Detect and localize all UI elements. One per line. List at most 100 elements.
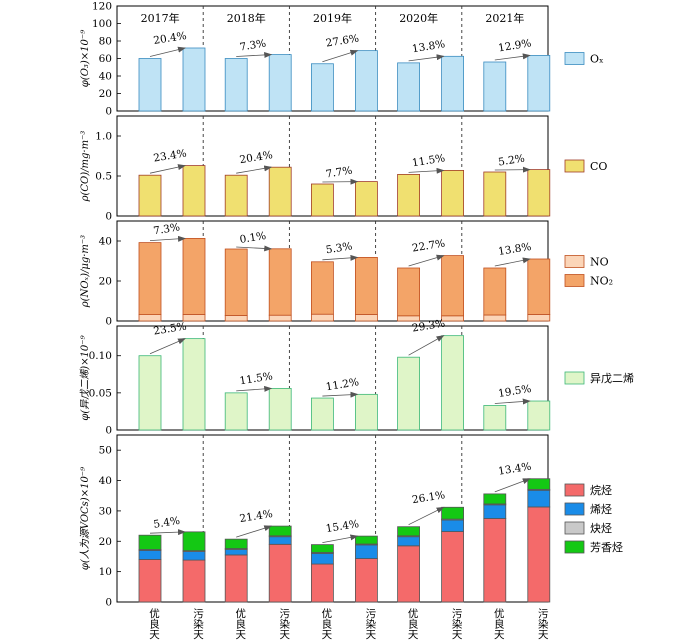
ytick-label-nox: 0 [105,316,112,328]
legend-swatch-vocs [564,483,585,497]
bar-segment-vocs [224,538,248,549]
bar-segment-nox [483,314,507,322]
change-label-nox: 7.3% [153,221,181,237]
bar-segment-nox [182,313,206,322]
change-label-co: 23.4% [153,147,188,164]
bar-segment-nox [224,248,248,316]
ytick-label-o3: 40 [99,71,112,83]
change-arrow-isoprene [149,338,186,355]
bar-co [527,169,551,217]
change-arrow-nox [322,254,359,261]
change-arrow-o3 [494,53,531,61]
legend-swatch-co [564,159,585,173]
change-arrow-nox [494,257,531,267]
change-label-vocs: 13.4% [497,461,532,478]
change-arrow-vocs [408,506,445,526]
bar-segment-nox [268,248,292,316]
bar-segment-vocs [182,559,206,603]
change-arrow-vocs [236,525,273,538]
bar-segment-nox [483,267,507,316]
bar-segment-nox [182,237,206,315]
bar-segment-nox [527,313,551,322]
bar-o3 [182,47,206,112]
bar-segment-vocs [224,554,248,603]
bar-segment-vocs [397,545,421,603]
change-label-o3: 7.3% [239,37,267,53]
bar-o3 [354,50,378,112]
change-arrow-co [236,165,273,174]
bar-segment-nox [397,315,421,322]
ytick-label-vocs: 10 [99,566,112,578]
bar-o3 [527,55,551,112]
bar-co [354,181,378,217]
bar-o3 [268,54,292,112]
bar-o3 [224,58,248,112]
x-category-label: 优良天 [234,607,246,640]
ytick-label-isoprene: 0 [105,425,112,437]
ytick-label-o3: 100 [92,18,112,30]
change-label-nox: 5.3% [325,240,353,256]
bar-segment-vocs [310,553,334,565]
change-label-o3: 13.8% [411,38,446,55]
ytick-label-o3: 60 [99,53,112,65]
change-arrow-isoprene [494,398,531,405]
ytick-label-o3: 80 [99,36,112,48]
legend-swatch-nox [564,274,585,287]
change-arrow-nox [408,254,445,267]
ytick-label-vocs: 0 [105,597,112,609]
change-label-o3: 20.4% [153,30,188,47]
x-category-label: 污染天 [537,608,549,640]
bar-segment-vocs [310,563,334,603]
legend-label-co: CO [590,160,607,173]
bar-isoprene [397,356,421,431]
legend-swatch-isoprene [564,371,585,385]
ytick-label-nox: 40 [99,236,112,248]
bar-segment-nox [138,242,162,316]
bar-segment-vocs [354,535,378,545]
ylabel-vocs: φ(人为源VOCs)×10⁻⁹ [79,467,91,570]
bar-o3 [310,63,334,112]
bar-segment-vocs [182,551,206,561]
change-label-nox: 13.8% [497,241,532,258]
change-label-isoprene: 23.5% [153,321,188,338]
legend-label-nox: NO [590,256,609,269]
legend-label-vocs: 炔烃 [590,522,612,535]
bar-segment-vocs [224,549,248,556]
bar-segment-vocs [268,525,292,537]
year-label: 2017年 [141,11,180,25]
bar-segment-vocs [397,526,421,537]
change-label-vocs: 5.4% [153,515,181,531]
change-label-isoprene: 11.2% [325,376,360,393]
bar-segment-vocs [138,559,162,603]
bar-isoprene [182,338,206,431]
bar-segment-nox [138,314,162,322]
legend-label-vocs: 烯烃 [590,503,612,516]
bar-co [268,166,292,217]
bar-isoprene [441,335,465,431]
bar-segment-nox [224,314,248,322]
bar-isoprene [354,393,378,431]
year-label: 2018年 [227,11,266,25]
bar-segment-nox [268,314,292,322]
bar-co [182,165,206,217]
bar-segment-vocs [354,558,378,603]
change-arrow-o3 [236,51,273,58]
ytick-label-vocs: 40 [99,475,112,487]
bar-segment-vocs [441,519,465,532]
ylabel-isoprene: φ(异戊二烯)×10⁻⁹ [79,335,91,420]
change-arrow-vocs [494,478,531,493]
ytick-label-vocs: 30 [99,505,112,517]
ytick-label-o3: 0 [105,106,112,118]
legend-swatch-vocs [564,521,585,535]
bar-isoprene [483,405,507,431]
legend-label-vocs: 芳香烃 [590,540,623,554]
bar-segment-nox [354,256,378,315]
bar-segment-vocs [182,531,206,552]
bar-co [138,174,162,217]
bar-segment-vocs [483,493,507,505]
bar-isoprene [527,400,551,431]
ytick-label-co: 0.5 [95,171,112,183]
bar-segment-vocs [268,543,292,603]
bar-co [224,174,248,217]
bar-segment-vocs [441,531,465,603]
